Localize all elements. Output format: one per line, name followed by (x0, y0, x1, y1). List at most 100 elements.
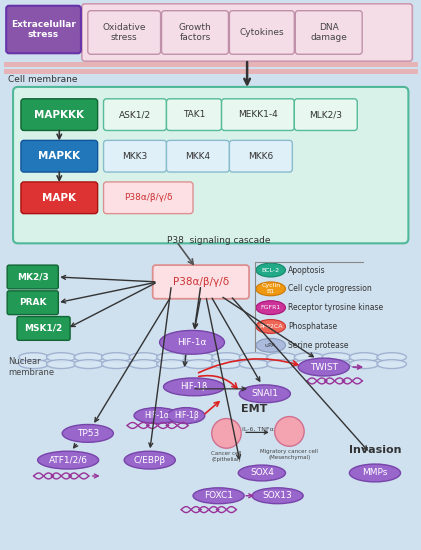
Ellipse shape (212, 353, 241, 361)
Text: MAPKKK: MAPKKK (34, 109, 84, 120)
Text: IL-6, TNFα: IL-6, TNFα (242, 426, 274, 431)
Ellipse shape (46, 353, 76, 361)
FancyBboxPatch shape (13, 87, 408, 243)
Ellipse shape (74, 353, 104, 361)
Circle shape (274, 416, 304, 446)
FancyBboxPatch shape (17, 317, 70, 340)
Text: PRAK: PRAK (19, 298, 46, 307)
FancyBboxPatch shape (104, 140, 166, 172)
Text: Cancer cell
(Epithelial): Cancer cell (Epithelial) (211, 451, 242, 462)
Text: Cytokines: Cytokines (240, 28, 284, 37)
Text: Invasion: Invasion (349, 445, 401, 455)
Text: Cell membrane: Cell membrane (8, 75, 77, 84)
FancyBboxPatch shape (229, 10, 294, 54)
Text: Cell cycle progression: Cell cycle progression (288, 284, 372, 293)
Ellipse shape (19, 353, 48, 361)
Text: MKK3: MKK3 (123, 152, 148, 161)
Ellipse shape (252, 488, 303, 504)
Text: MAPK: MAPK (42, 193, 76, 203)
Ellipse shape (101, 360, 131, 368)
Ellipse shape (349, 464, 400, 482)
FancyBboxPatch shape (294, 99, 357, 130)
Ellipse shape (160, 331, 224, 354)
Text: Phosphatase: Phosphatase (288, 322, 338, 331)
Text: C/EBPβ: C/EBPβ (134, 455, 166, 465)
Ellipse shape (157, 360, 186, 368)
Ellipse shape (129, 353, 159, 361)
Ellipse shape (256, 301, 285, 315)
Ellipse shape (62, 425, 113, 442)
Ellipse shape (37, 451, 99, 469)
Ellipse shape (19, 360, 48, 368)
Text: MSK1/2: MSK1/2 (24, 324, 63, 333)
Text: MEKK1-4: MEKK1-4 (238, 110, 278, 119)
FancyBboxPatch shape (7, 291, 58, 315)
Ellipse shape (294, 353, 324, 361)
Text: Apoptosis: Apoptosis (288, 266, 326, 274)
FancyBboxPatch shape (6, 6, 81, 53)
Ellipse shape (134, 408, 179, 424)
Text: PPP2CA: PPP2CA (259, 324, 282, 329)
FancyBboxPatch shape (104, 182, 193, 213)
Text: P38  signaling cascade: P38 signaling cascade (167, 236, 270, 245)
Text: HIF-1β: HIF-1β (174, 411, 199, 420)
Text: Growth
factors: Growth factors (179, 23, 211, 42)
Text: Oxidative
stress: Oxidative stress (102, 23, 146, 42)
Text: HIF-1β: HIF-1β (180, 382, 208, 392)
Text: Cyclin
B1: Cyclin B1 (261, 283, 280, 294)
Ellipse shape (124, 451, 175, 469)
Ellipse shape (238, 465, 285, 481)
Text: SOX4: SOX4 (250, 469, 274, 477)
Text: TWIST: TWIST (310, 362, 338, 372)
Text: HIF-1α: HIF-1α (144, 411, 169, 420)
Ellipse shape (168, 408, 205, 424)
Ellipse shape (212, 360, 241, 368)
Text: TAK1: TAK1 (183, 110, 205, 119)
Ellipse shape (377, 360, 406, 368)
FancyBboxPatch shape (21, 182, 98, 213)
Ellipse shape (267, 353, 296, 361)
Circle shape (212, 419, 241, 448)
Text: Nuclear
membrane: Nuclear membrane (8, 358, 54, 377)
Text: MKK4: MKK4 (185, 152, 210, 161)
Text: EMT: EMT (241, 404, 267, 414)
FancyBboxPatch shape (166, 140, 229, 172)
Ellipse shape (239, 353, 269, 361)
FancyBboxPatch shape (21, 140, 98, 172)
FancyBboxPatch shape (104, 99, 166, 130)
FancyBboxPatch shape (21, 99, 98, 130)
Text: MK2/3: MK2/3 (17, 272, 48, 282)
Text: MKK6: MKK6 (248, 152, 274, 161)
Ellipse shape (377, 353, 406, 361)
Ellipse shape (256, 282, 285, 296)
Text: FGFR1: FGFR1 (261, 305, 281, 310)
Text: FOXC1: FOXC1 (204, 491, 233, 501)
Ellipse shape (256, 320, 285, 333)
Text: MLK2/3: MLK2/3 (309, 110, 342, 119)
Text: TP53: TP53 (77, 429, 99, 438)
Ellipse shape (157, 353, 186, 361)
Ellipse shape (129, 360, 159, 368)
Ellipse shape (256, 338, 285, 352)
FancyBboxPatch shape (162, 10, 229, 54)
Ellipse shape (322, 353, 352, 361)
FancyBboxPatch shape (166, 99, 221, 130)
Text: BCL-2: BCL-2 (261, 267, 280, 273)
Bar (4, 69, 418, 74)
Ellipse shape (256, 263, 285, 277)
Ellipse shape (322, 360, 352, 368)
Text: DNA
damage: DNA damage (310, 23, 347, 42)
Ellipse shape (349, 360, 379, 368)
Ellipse shape (294, 360, 324, 368)
FancyBboxPatch shape (229, 140, 292, 172)
Ellipse shape (184, 353, 214, 361)
Text: ATF1/2/6: ATF1/2/6 (49, 455, 88, 465)
Text: Migratory cancer cell
(Mesenchymal): Migratory cancer cell (Mesenchymal) (261, 449, 318, 460)
Ellipse shape (239, 360, 269, 368)
Ellipse shape (184, 360, 214, 368)
Text: P38α/β/γ/δ: P38α/β/γ/δ (173, 277, 229, 287)
Bar (4, 62, 418, 67)
FancyBboxPatch shape (153, 265, 249, 299)
Text: Receptor tyrosine kinase: Receptor tyrosine kinase (288, 303, 384, 312)
FancyBboxPatch shape (7, 265, 58, 289)
